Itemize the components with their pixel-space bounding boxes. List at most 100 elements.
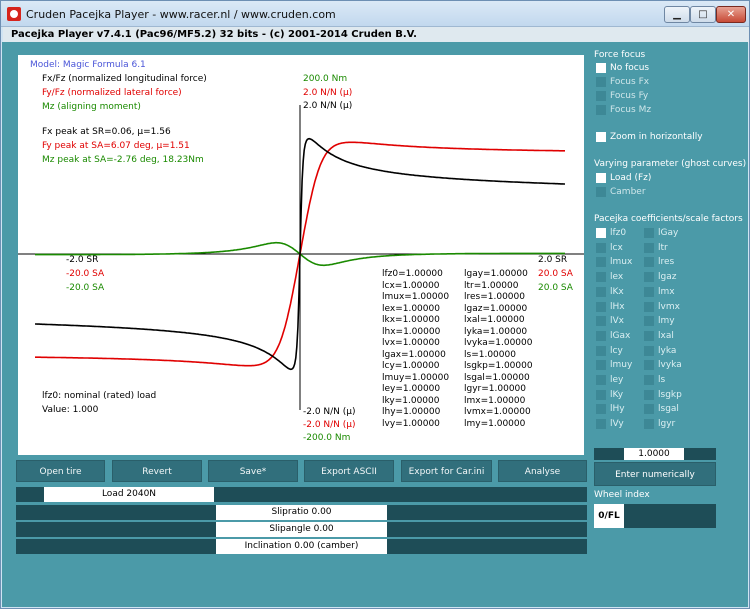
- tire-curves-plot: [18, 105, 584, 410]
- radio-icon: [596, 228, 606, 238]
- coef-value-col2-2: lres=1.00000: [464, 292, 525, 302]
- coef-option-lmx[interactable]: lmx: [644, 286, 675, 298]
- wheel-index-selector[interactable]: 0/FL: [594, 504, 716, 528]
- radio-icon: [596, 242, 606, 253]
- coef-option-label: lgaz: [658, 272, 677, 283]
- export-car-ini-button[interactable]: Export for Car.ini: [401, 460, 492, 482]
- coef-value-col1-1: lcx=1.00000: [382, 280, 440, 291]
- varying-camber-option[interactable]: Camber: [596, 187, 646, 198]
- coef-option-lsgkp[interactable]: lsgkp: [644, 389, 682, 401]
- coef-value-col2-11: lmx=1.00000: [464, 395, 526, 406]
- load-slider[interactable]: Load 2040N: [16, 487, 587, 502]
- coef-option-label: lsgkp: [658, 389, 682, 400]
- coef-option-lvmx[interactable]: lvmx: [644, 301, 680, 313]
- coef-option-lvy[interactable]: lVy: [596, 419, 624, 430]
- radio-icon: [596, 419, 606, 430]
- fx-top-label: 2.0 N/N (μ): [303, 101, 353, 111]
- coef-option-label: lgyr: [658, 419, 676, 430]
- inclination-slider[interactable]: Inclination 0.00 (camber): [16, 539, 587, 554]
- radio-icon: [596, 301, 606, 312]
- coef-value-col1-11: lky=1.00000: [382, 395, 440, 406]
- revert-button[interactable]: Revert: [112, 460, 202, 482]
- coef-option-lmy[interactable]: lmy: [644, 316, 675, 327]
- slipangle-slider-thumb[interactable]: Slipangle 0.00: [216, 522, 387, 537]
- coef-option-label: ley: [610, 375, 624, 385]
- radio-icon: [644, 272, 654, 283]
- export-ascii-button[interactable]: Export ASCII: [304, 460, 394, 482]
- legend-fx: Fx/Fz (normalized longitudinal force): [42, 74, 207, 84]
- coef-option-lhx[interactable]: lHx: [596, 301, 625, 313]
- analyse-button[interactable]: Analyse: [498, 460, 587, 482]
- coef-option-lmux[interactable]: lmux: [596, 257, 632, 268]
- coef-option-label: lKx: [610, 286, 624, 297]
- value-field[interactable]: 1.0000: [624, 448, 684, 460]
- coef-option-lkx[interactable]: lKx: [596, 286, 624, 298]
- coef-option-lgaz[interactable]: lgaz: [644, 272, 676, 283]
- slipratio-slider-thumb[interactable]: Slipratio 0.00: [216, 505, 387, 520]
- coef-value-col1-7: lgax=1.00000: [382, 349, 446, 360]
- no-focus-option[interactable]: No focus: [596, 63, 649, 74]
- option-label: Camber: [610, 187, 646, 197]
- checkbox-icon: [596, 132, 606, 142]
- coef-option-lvyka[interactable]: lvyka: [644, 360, 682, 371]
- save-button[interactable]: Save*: [208, 460, 298, 482]
- mz-sa-min-label: -20.0 SA: [66, 283, 105, 293]
- coef-option-lcx[interactable]: lcx: [596, 242, 623, 254]
- coefficients-title: Pacejka coefficients/scale factors: [594, 214, 743, 224]
- coef-value-col2-0: lgay=1.00000: [464, 269, 528, 279]
- coef-option-lgyr[interactable]: lgyr: [644, 419, 675, 430]
- coef-option-label: lcy: [610, 345, 623, 356]
- close-button[interactable]: ✕: [716, 6, 746, 23]
- sr-min-label: -2.0 SR: [66, 255, 99, 265]
- coef-option-lyka[interactable]: lyka: [644, 345, 676, 357]
- focus-fx-option[interactable]: Focus Fx: [596, 77, 649, 88]
- maximize-button[interactable]: □: [690, 6, 716, 23]
- coef-option-lky[interactable]: lKy: [596, 389, 623, 401]
- radio-icon: [644, 242, 654, 253]
- minimize-button[interactable]: ▁: [664, 6, 690, 23]
- slipratio-slider[interactable]: Slipratio 0.00: [16, 505, 587, 520]
- coef-option-label: ls: [658, 375, 666, 385]
- load-slider-thumb[interactable]: Load 2040N: [44, 487, 214, 502]
- radio-icon: [644, 360, 654, 371]
- coef-option-lres[interactable]: lres: [644, 257, 674, 268]
- radio-icon: [596, 105, 606, 115]
- wheel-index-value[interactable]: 0/FL: [594, 504, 624, 528]
- value-display: 1.0000: [594, 448, 716, 460]
- coef-option-lmuy[interactable]: lmuy: [596, 360, 632, 371]
- focus-mz-option[interactable]: Focus Mz: [596, 105, 651, 116]
- radio-icon: [644, 404, 654, 415]
- coef-option-lvx[interactable]: lVx: [596, 316, 624, 327]
- legend-fy: Fy/Fz (normalized lateral force): [42, 88, 182, 98]
- fy-bottom-label: -2.0 N/N (μ): [303, 420, 356, 430]
- coef-value-col2-13: lmy=1.00000: [464, 418, 526, 429]
- coef-value-col2-1: ltr=1.00000: [464, 280, 519, 291]
- coef-option-ley[interactable]: ley: [596, 375, 623, 386]
- inclination-slider-thumb[interactable]: Inclination 0.00 (camber): [216, 539, 387, 554]
- enter-numerically-button[interactable]: Enter numerically: [594, 462, 716, 486]
- coef-option-lgax[interactable]: lGax: [596, 330, 631, 342]
- focus-fy-option[interactable]: Focus Fy: [596, 91, 648, 102]
- open-tire-button[interactable]: Open tire: [16, 460, 105, 482]
- option-label: Focus Fy: [610, 91, 649, 101]
- coef-value-col1-2: lmux=1.00000: [382, 292, 450, 302]
- coef-option-lhy[interactable]: lHy: [596, 404, 625, 415]
- slipangle-slider[interactable]: Slipangle 0.00: [16, 522, 587, 537]
- coef-option-lcy[interactable]: lcy: [596, 345, 623, 357]
- coef-option-label: lGay: [658, 228, 679, 238]
- title-bar: Cruden Pacejka Player - www.racer.nl / w…: [1, 1, 749, 27]
- radio-icon: [596, 375, 606, 385]
- coef-option-lfz0[interactable]: lfz0: [596, 228, 626, 239]
- coef-option-lxal[interactable]: lxal: [644, 330, 674, 342]
- coef-option-ls[interactable]: ls: [644, 375, 665, 386]
- varying-load-option[interactable]: Load (Fz): [596, 173, 651, 184]
- coef-option-lgay[interactable]: lGay: [644, 228, 678, 239]
- coef-option-lsgal[interactable]: lsgal: [644, 404, 679, 415]
- coef-option-ltr[interactable]: ltr: [644, 242, 668, 254]
- plot-area[interactable]: Model: Magic Formula 6.1 Fx/Fz (normaliz…: [18, 55, 584, 455]
- coef-option-label: lGax: [610, 330, 631, 341]
- coef-option-label: lmuy: [610, 360, 633, 371]
- coef-value-col2-12: lvmx=1.00000: [464, 407, 531, 417]
- zoom-horizontal-checkbox[interactable]: Zoom in horizontally: [596, 132, 703, 143]
- coef-option-lex[interactable]: lex: [596, 272, 623, 283]
